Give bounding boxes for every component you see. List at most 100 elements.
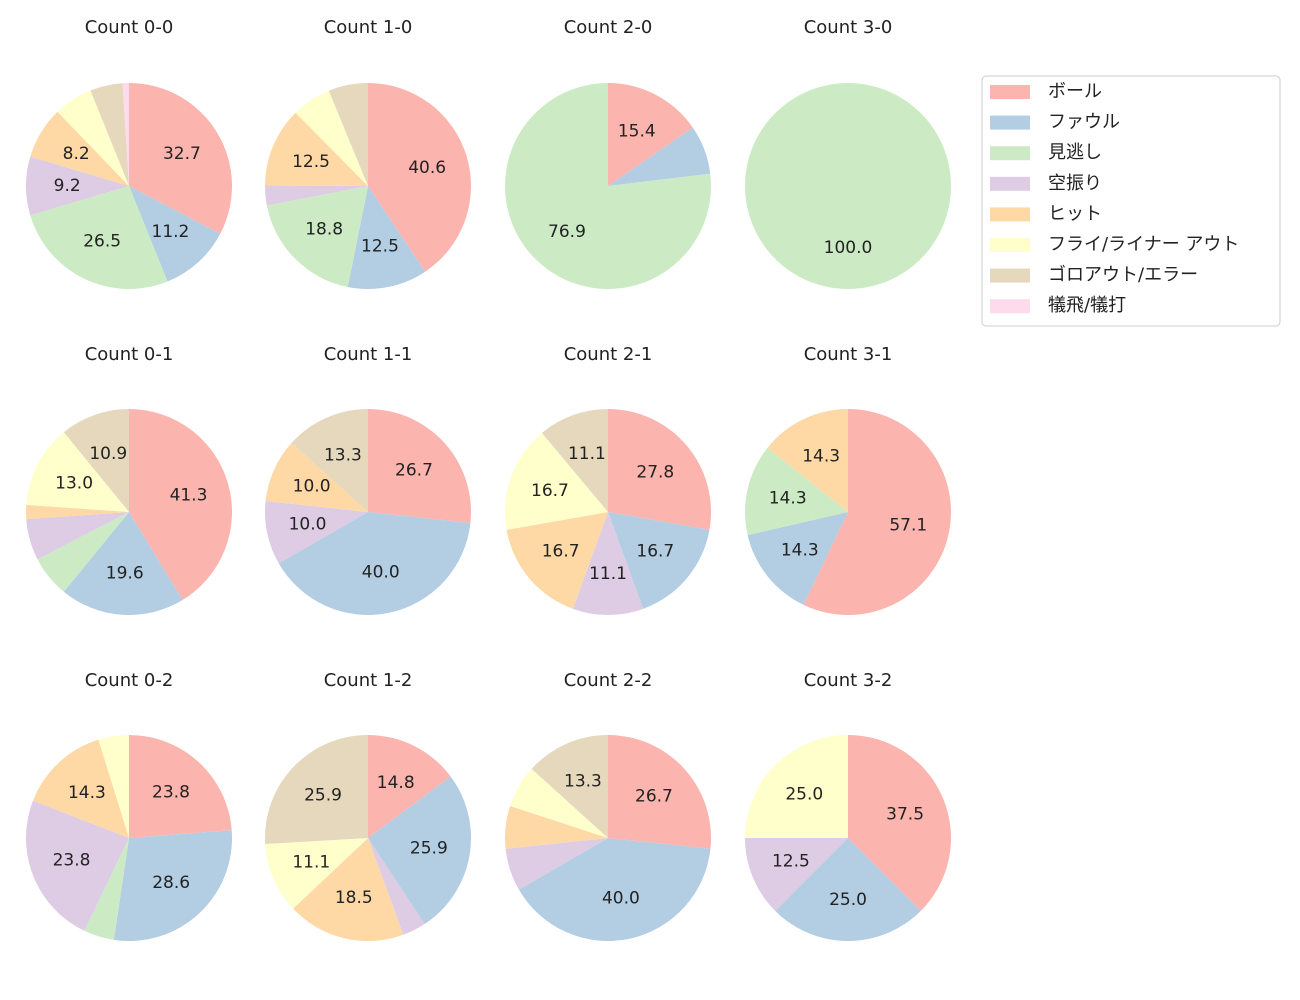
pie-slice	[26, 512, 130, 560]
pie-slice	[84, 838, 129, 940]
data-label: 25.9	[410, 839, 448, 859]
pie-slice	[745, 735, 848, 838]
pie-slice	[368, 83, 472, 272]
chart-title: Count 0-1	[85, 344, 174, 365]
pie-slice	[510, 768, 608, 838]
legend-swatch	[990, 115, 1030, 130]
legend-label: ボール	[1048, 81, 1102, 102]
data-label: 32.7	[163, 144, 201, 164]
pie-slice	[328, 83, 368, 186]
data-label: 16.7	[636, 542, 674, 562]
pie-slice	[129, 83, 232, 234]
pie-slice	[505, 806, 608, 849]
pie-slice	[122, 83, 129, 186]
pie-slice	[266, 186, 368, 287]
legend-label: ゴロアウト/エラー	[1048, 265, 1198, 286]
pie-slice	[129, 186, 221, 282]
chart-title: Count 0-0	[85, 17, 174, 38]
data-label: 10.0	[289, 515, 327, 535]
data-label: 40.0	[602, 888, 640, 908]
chart-title: Count 1-2	[324, 670, 413, 691]
data-label: 18.5	[335, 888, 373, 908]
pie-slice	[37, 512, 130, 592]
data-label: 10.9	[89, 444, 127, 464]
pie-slice	[265, 185, 368, 206]
data-label: 41.3	[170, 485, 208, 505]
pie-slice	[264, 501, 368, 564]
data-label: 11.1	[292, 852, 330, 872]
legend-swatch	[990, 207, 1030, 222]
pie-slice	[608, 512, 710, 609]
legend-swatch	[990, 85, 1030, 99]
data-label: 25.9	[304, 786, 342, 806]
chart-title: Count 0-2	[85, 670, 174, 691]
data-label: 25.0	[785, 784, 823, 804]
pie-slice	[57, 90, 129, 186]
pie-slice	[745, 447, 848, 536]
data-label: 18.8	[305, 220, 343, 240]
pie-slice	[30, 186, 168, 289]
pie-slice	[608, 83, 693, 186]
pie-slice	[368, 735, 451, 838]
pie-slice	[90, 83, 129, 186]
data-label: 25.0	[829, 890, 867, 910]
data-label: 8.2	[63, 144, 90, 164]
legend-label: 犠飛/犠打	[1048, 295, 1126, 316]
pie-slice	[368, 838, 425, 935]
data-label: 19.6	[106, 564, 144, 584]
legend-swatch	[990, 299, 1030, 314]
pie-slice	[745, 838, 848, 911]
data-label: 27.8	[636, 462, 674, 482]
data-label: 14.3	[781, 541, 819, 561]
data-label: 14.3	[68, 783, 106, 803]
legend-box	[981, 75, 1281, 327]
pie-slice	[767, 409, 848, 512]
chart-title: Count 1-1	[324, 344, 413, 365]
chart-title: Count 2-1	[564, 344, 653, 365]
legend-label: フライ/ライナー アウト	[1048, 234, 1239, 255]
data-label: 15.4	[618, 121, 656, 141]
pie-slice	[505, 433, 608, 530]
data-label: 14.3	[802, 446, 840, 466]
data-label: 9.2	[54, 176, 81, 196]
pie-slice	[368, 776, 471, 925]
pie-slice	[506, 512, 608, 609]
data-label: 11.2	[152, 222, 190, 242]
pie-slice	[295, 90, 368, 186]
pie-slice	[293, 838, 404, 941]
pie-slice	[608, 127, 711, 186]
pie-slice	[505, 838, 608, 890]
data-label: 16.7	[531, 481, 569, 501]
pie-slice	[745, 83, 951, 289]
data-label: 37.5	[886, 804, 924, 824]
data-label: 26.5	[83, 232, 121, 252]
pie-slice	[747, 512, 848, 605]
data-label: 100.0	[824, 238, 873, 258]
pie-slice	[803, 409, 951, 615]
pie-slice	[518, 838, 711, 941]
data-label: 12.5	[292, 152, 330, 172]
pie-slice	[265, 838, 368, 909]
legend-label: 見逃し	[1048, 142, 1102, 163]
data-label: 16.7	[542, 542, 580, 562]
pie-slice	[531, 735, 608, 838]
pie-slice	[264, 735, 368, 844]
chart-title: Count 3-1	[804, 344, 893, 365]
data-label: 10.0	[293, 477, 331, 497]
pie-slice	[26, 432, 130, 512]
legend-swatch	[990, 238, 1030, 252]
data-label: 28.6	[152, 873, 190, 893]
pie-slice	[848, 735, 951, 911]
pie-slice	[129, 409, 233, 600]
data-label: 40.0	[362, 562, 400, 582]
data-label: 23.8	[152, 783, 190, 803]
chart-title: Count 1-0	[324, 17, 413, 38]
pie-slice	[63, 409, 129, 512]
data-label: 57.1	[889, 516, 927, 536]
pie-slice	[775, 838, 921, 941]
data-label: 26.7	[635, 787, 673, 807]
pie-slice	[265, 442, 368, 512]
chart-title: Count 2-2	[564, 670, 653, 691]
data-label: 40.6	[408, 158, 446, 178]
